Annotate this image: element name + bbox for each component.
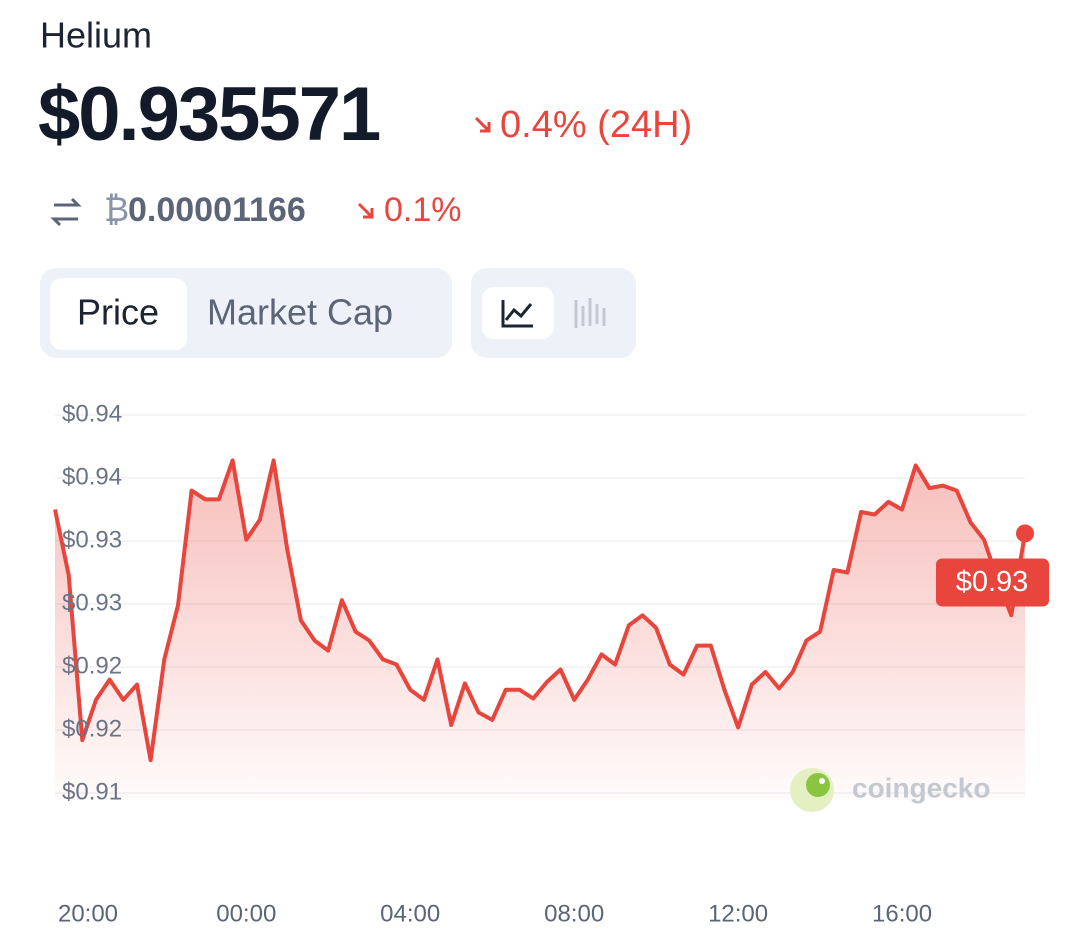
x-tick-label: 00:00 bbox=[216, 900, 276, 927]
x-tick-label: 08:00 bbox=[544, 900, 604, 927]
coin-name: Helium bbox=[40, 15, 152, 56]
price-line bbox=[53, 458, 1027, 763]
watermark: coingecko bbox=[852, 772, 990, 803]
down-arrow bbox=[357, 202, 374, 219]
btc-price: 0.00001166 bbox=[128, 191, 306, 229]
price-change: 0.4% (24H) bbox=[500, 104, 692, 146]
y-tick-label: $0.91 bbox=[62, 778, 122, 805]
price: $0.935571 bbox=[38, 72, 380, 157]
x-tick-label: 04:00 bbox=[380, 900, 440, 927]
tab-price[interactable]: Price bbox=[77, 292, 159, 333]
area-fill bbox=[55, 460, 1025, 800]
candle-chart-icon[interactable] bbox=[574, 298, 606, 328]
x-tick-label: 16:00 bbox=[872, 900, 932, 927]
current-point bbox=[1016, 524, 1034, 543]
y-tick-label: $0.94 bbox=[62, 400, 122, 427]
price-chart: $0.93 $0.94 $0.94 $0.93 $0.93 $0.92 $0.92 $0.91… bbox=[53, 400, 1049, 927]
x-tick-label: 12:00 bbox=[708, 900, 768, 927]
watermark-logo bbox=[790, 768, 834, 812]
tab-market-cap[interactable]: Market Cap bbox=[207, 292, 393, 333]
x-tick-label: 20:00 bbox=[58, 900, 118, 927]
down-arrow bbox=[474, 116, 491, 133]
swap-icon bbox=[50, 197, 82, 227]
y-tick-label: $0.93 bbox=[62, 589, 122, 616]
btc-symbol: ₿ bbox=[104, 191, 129, 229]
btc-change: 0.1% bbox=[384, 191, 462, 229]
y-tick-label: $0.92 bbox=[62, 715, 122, 742]
tab-selected[interactable] bbox=[50, 278, 187, 350]
y-tick-label: $0.93 bbox=[62, 526, 122, 553]
current-label-box bbox=[936, 558, 1049, 607]
y-tick-label: $0.94 bbox=[62, 463, 122, 490]
line-chart-icon bbox=[501, 300, 533, 328]
current-label: $0.93 bbox=[956, 566, 1029, 598]
y-tick-label: $0.92 bbox=[62, 652, 122, 679]
